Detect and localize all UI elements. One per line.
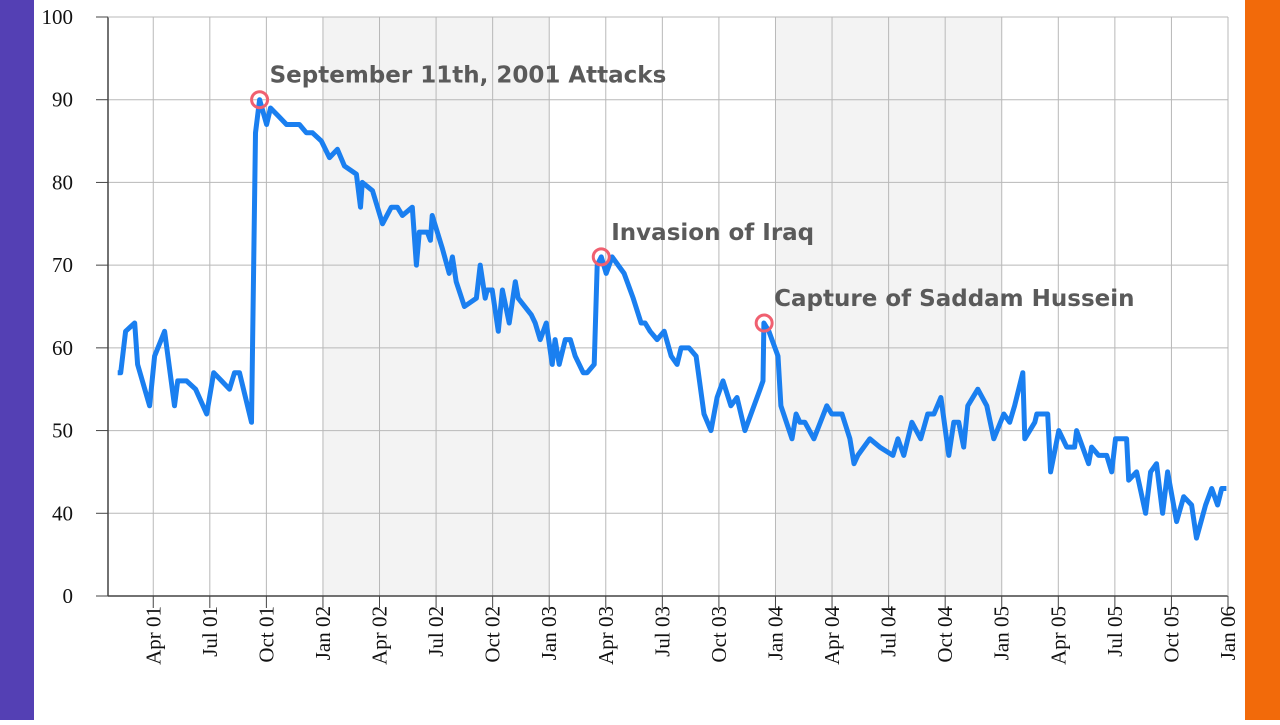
x-tick-label: Oct 05 [1159,606,1183,663]
x-tick-label: Jul 05 [1103,606,1127,657]
x-tick-label: Oct 01 [254,606,278,663]
plot-area: 0 40 50 60 70 80 90 100 Apr 01 Jul 01 Oct 01 Jan 02… [42,5,1241,665]
x-tick-label: Jan 06 [1216,606,1240,660]
annotation: September 11th, 2001 Attacks [270,63,667,89]
y-tick-label: 90 [52,88,73,112]
x-tick-label: Jul 01 [198,606,222,657]
x-tick-label: Oct 03 [707,606,731,663]
y-tick-label: 70 [52,253,73,277]
annotation: Invasion of Iraq [611,220,814,246]
y-tick-label: 60 [52,336,73,360]
x-tick-label: Jan 05 [990,606,1014,660]
y-tick-label: 50 [52,419,73,443]
x-tick-label: Apr 05 [1046,606,1070,665]
x-tick-label: Jan 03 [537,606,561,660]
data-line [117,97,1227,541]
x-tick-label: Oct 02 [481,606,505,663]
x-tick-label: Apr 03 [594,606,618,665]
x-tick-label: Jul 04 [877,606,901,657]
right-band [1245,0,1280,720]
y-tick-label: 80 [52,170,73,194]
x-tick-label: Oct 04 [933,606,957,663]
y-tick-label: 40 [52,501,73,525]
left-band [0,0,34,720]
x-tick-label: Apr 04 [820,606,844,665]
annotation-marker [754,313,774,333]
x-tick-label: Jul 03 [650,606,674,657]
x-tick-label: Jan 04 [763,606,787,661]
x-tick-label: Apr 01 [141,606,165,665]
x-tick-label: Apr 02 [368,606,392,665]
x-tick-label: Jul 02 [424,606,448,657]
annotation-marker [250,90,270,110]
x-tick-label: Jan 02 [311,606,335,660]
y-tick-label: 0 [63,584,74,608]
y-tick-label: 100 [42,5,74,29]
annotation: Capture of Saddam Hussein [774,286,1134,312]
annotation-marker [591,247,611,267]
